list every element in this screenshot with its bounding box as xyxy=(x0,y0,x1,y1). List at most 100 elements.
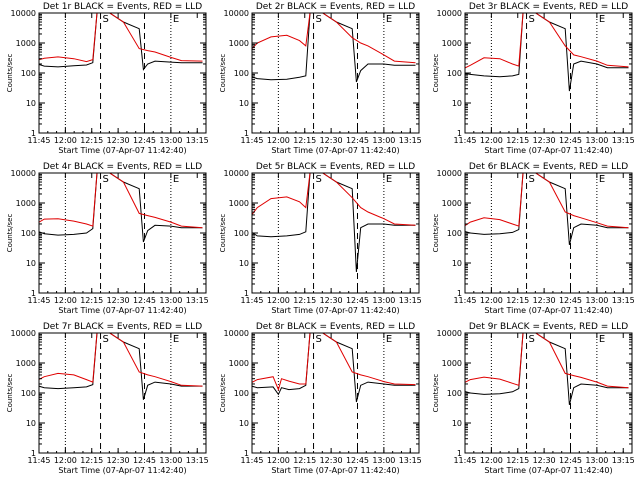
marker-label: E xyxy=(599,174,605,185)
x-tick-label: 12:30 xyxy=(320,136,343,145)
plot-frame xyxy=(251,12,420,134)
x-tick-label: 13:00 xyxy=(372,136,395,145)
x-tick-label: 13:00 xyxy=(585,296,608,305)
x-tick-label: 13:15 xyxy=(186,136,209,145)
x-tick-label: 12:45 xyxy=(133,456,156,465)
y-tick-label: 1 xyxy=(31,129,36,138)
y-tick-label: 1000 xyxy=(16,359,36,368)
panel-det-3: Det 3r BLACK = Events, RED = LLD E S 1 10 100… xyxy=(432,2,635,155)
x-tick-label: 12:30 xyxy=(107,456,130,465)
y-tick-label: 1000 xyxy=(442,39,462,48)
y-tick-label: 1 xyxy=(457,129,462,138)
panel-title: Det 7r BLACK = Events, RED = LLD xyxy=(43,322,202,332)
y-tick-label: 10 xyxy=(452,99,462,108)
y-axis-label: Counts/sec xyxy=(432,54,440,93)
y-tick-label: 100 xyxy=(21,229,36,238)
y-tick-label: 100 xyxy=(234,229,249,238)
y-tick-label: 10 xyxy=(239,99,249,108)
x-tick-label: 12:30 xyxy=(320,456,343,465)
y-tick-label: 1 xyxy=(457,449,462,458)
panel-title: Det 1r BLACK = Events, RED = LLD xyxy=(43,2,202,12)
marker-label: E xyxy=(386,174,392,185)
marker-label: S xyxy=(316,174,322,185)
marker-label: S xyxy=(316,334,322,345)
y-tick-label: 10 xyxy=(26,259,36,268)
panel-det-2: Det 2r BLACK = Events, RED = LLD E S 1 10 100… xyxy=(219,2,422,155)
plot-frame xyxy=(464,332,633,454)
x-tick-label: 12:00 xyxy=(54,296,77,305)
y-tick-label: 1000 xyxy=(16,199,36,208)
x-tick-label: 13:15 xyxy=(612,136,635,145)
x-axis-label: Start Time (07-Apr-07 11:42:40) xyxy=(484,146,612,155)
x-tick-label: 12:45 xyxy=(346,456,369,465)
x-axis-label: Start Time (07-Apr-07 11:42:40) xyxy=(484,306,612,315)
plot-frame xyxy=(464,172,633,294)
panel-title: Det 4r BLACK = Events, RED = LLD xyxy=(43,162,202,172)
panel-title: Det 8r BLACK = Events, RED = LLD xyxy=(256,322,415,332)
x-tick-label: 11:45 xyxy=(27,136,50,145)
panel-det-5: Det 5r BLACK = Events, RED = LLD E S 1 10 100… xyxy=(219,162,422,315)
panel-title: Det 5r BLACK = Events, RED = LLD xyxy=(256,162,415,172)
marker-label: E xyxy=(173,334,179,345)
y-tick-label: 10 xyxy=(452,259,462,268)
marker-label: S xyxy=(529,14,535,25)
y-axis-label: Counts/sec xyxy=(6,54,14,93)
x-axis-label: Start Time (07-Apr-07 11:42:40) xyxy=(58,306,186,315)
x-tick-label: 12:00 xyxy=(480,136,503,145)
marker-label: E xyxy=(173,14,179,25)
x-tick-label: 12:00 xyxy=(54,456,77,465)
x-tick-label: 13:00 xyxy=(372,456,395,465)
y-tick-label: 1000 xyxy=(442,359,462,368)
panel-det-8: Det 8r BLACK = Events, RED = LLD E S 1 10 100… xyxy=(219,322,422,475)
x-tick-label: 12:15 xyxy=(506,136,529,145)
y-tick-label: 1 xyxy=(244,449,249,458)
y-tick-label: 100 xyxy=(447,389,462,398)
lld-series-line xyxy=(465,173,629,229)
y-axis-label: Counts/sec xyxy=(432,214,440,253)
x-tick-label: 13:00 xyxy=(585,136,608,145)
x-tick-label: 13:15 xyxy=(612,456,635,465)
y-tick-label: 10000 xyxy=(224,329,249,338)
x-axis-label: Start Time (07-Apr-07 11:42:40) xyxy=(271,146,399,155)
x-tick-label: 11:45 xyxy=(240,456,263,465)
events-series-line xyxy=(252,333,416,403)
x-tick-label: 12:45 xyxy=(559,136,582,145)
x-tick-label: 13:00 xyxy=(159,456,182,465)
x-tick-label: 11:45 xyxy=(453,456,476,465)
lld-series-line xyxy=(39,13,203,63)
y-tick-label: 10000 xyxy=(224,9,249,18)
marker-label: S xyxy=(316,14,322,25)
x-tick-label: 11:45 xyxy=(453,136,476,145)
panel-det-9: Det 9r BLACK = Events, RED = LLD E S 1 10 100… xyxy=(432,322,635,475)
y-tick-label: 10000 xyxy=(11,329,36,338)
x-tick-label: 12:45 xyxy=(346,296,369,305)
x-tick-label: 12:15 xyxy=(506,456,529,465)
lld-series-line xyxy=(39,333,203,387)
y-tick-label: 10000 xyxy=(224,169,249,178)
y-tick-label: 1000 xyxy=(229,39,249,48)
y-tick-label: 1 xyxy=(244,129,249,138)
x-tick-label: 12:15 xyxy=(80,296,103,305)
x-tick-label: 12:15 xyxy=(506,296,529,305)
plot-frame xyxy=(464,12,633,134)
x-tick-label: 12:30 xyxy=(107,296,130,305)
y-tick-label: 10000 xyxy=(11,9,36,18)
x-tick-label: 13:15 xyxy=(399,136,422,145)
marker-label: S xyxy=(529,334,535,345)
panel-title: Det 6r BLACK = Events, RED = LLD xyxy=(469,162,628,172)
y-tick-label: 10000 xyxy=(437,9,462,18)
x-tick-label: 13:00 xyxy=(159,296,182,305)
x-tick-label: 13:00 xyxy=(585,456,608,465)
lld-series-line xyxy=(252,333,416,392)
panel-title: Det 9r BLACK = Events, RED = LLD xyxy=(469,322,628,332)
x-axis-label: Start Time (07-Apr-07 11:42:40) xyxy=(271,306,399,315)
panel-det-1: Det 1r BLACK = Events, RED = LLD E S 1 10 100… xyxy=(6,2,209,155)
y-tick-label: 10 xyxy=(239,259,249,268)
lld-series-line xyxy=(465,333,629,389)
marker-label: S xyxy=(103,174,109,185)
y-tick-label: 100 xyxy=(447,69,462,78)
y-tick-label: 10000 xyxy=(11,169,36,178)
y-tick-label: 1 xyxy=(31,449,36,458)
panel-det-7: Det 7r BLACK = Events, RED = LLD E S 1 10 100… xyxy=(6,322,209,475)
x-tick-label: 12:45 xyxy=(559,456,582,465)
